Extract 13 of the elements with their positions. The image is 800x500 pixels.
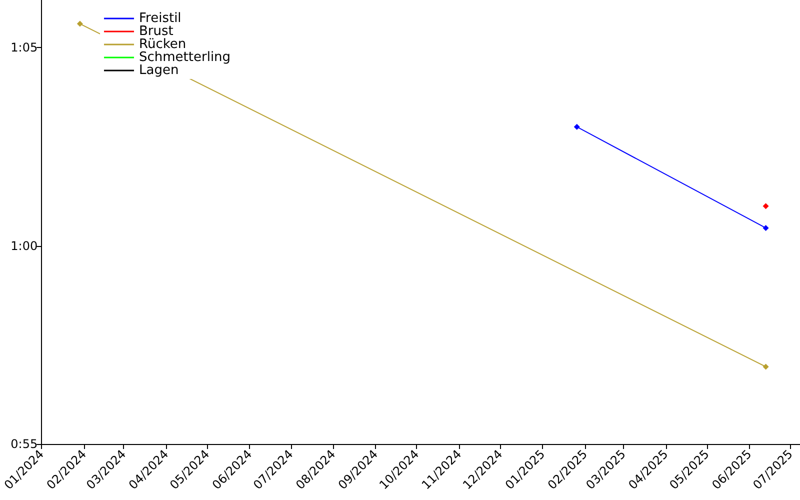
y-tick-label: 1:00 xyxy=(10,238,38,253)
point xyxy=(762,364,769,370)
point xyxy=(574,124,580,130)
legend-label: Lagen xyxy=(139,63,179,78)
legend-label: Rücken xyxy=(139,37,186,52)
y-tick-label: 1:05 xyxy=(10,40,38,55)
legend-label: Schmetterling xyxy=(139,50,231,65)
y-tick-label: 0:55 xyxy=(10,437,38,451)
point xyxy=(76,20,83,27)
point xyxy=(762,224,769,231)
legend-label: Brust xyxy=(139,24,174,39)
legend-label: Freistil xyxy=(139,11,182,26)
point xyxy=(762,203,769,210)
